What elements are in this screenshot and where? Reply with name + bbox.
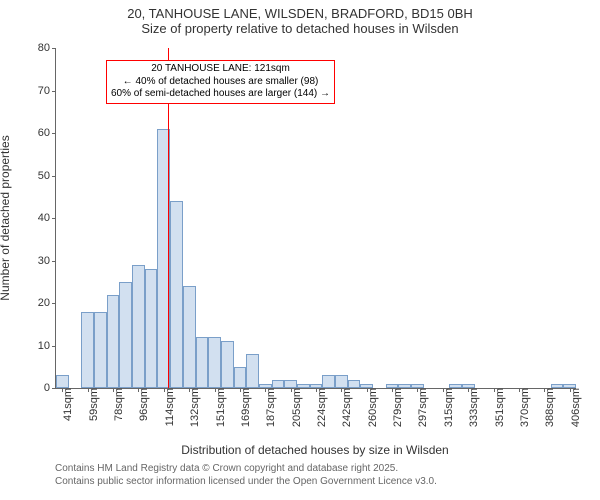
histogram-bar (234, 367, 247, 388)
y-tick: 40 (38, 212, 56, 224)
y-tick: 10 (38, 340, 56, 352)
x-tick-label: 132sqm (185, 388, 201, 427)
x-tick-label: 297sqm (413, 388, 429, 427)
x-tick-label: 78sqm (109, 388, 125, 421)
x-tick-label: 114sqm (160, 388, 176, 426)
histogram-bar (145, 269, 158, 388)
histogram-bar (272, 380, 285, 389)
x-tick-label: 169sqm (236, 388, 252, 427)
histogram-bar (81, 312, 94, 389)
x-tick-label: 333sqm (464, 388, 480, 427)
chart-title-line2: Size of property relative to detached ho… (0, 21, 600, 36)
plot-area: 0102030405060708041sqm59sqm78sqm96sqm114… (55, 48, 576, 389)
histogram-bar (132, 265, 145, 388)
y-tick: 60 (38, 127, 56, 139)
histogram-bar (322, 375, 335, 388)
x-tick-label: 96sqm (134, 388, 150, 421)
x-tick-label: 224sqm (312, 388, 328, 427)
x-tick-label: 315sqm (439, 388, 455, 427)
histogram-bar (107, 295, 120, 389)
histogram-bar (335, 375, 348, 388)
x-tick-label: 59sqm (84, 388, 100, 421)
chart-title-line1: 20, TANHOUSE LANE, WILSDEN, BRADFORD, BD… (0, 6, 600, 21)
chart-title-group: 20, TANHOUSE LANE, WILSDEN, BRADFORD, BD… (0, 0, 600, 36)
footer-attribution: Contains HM Land Registry data © Crown c… (55, 463, 437, 488)
annotation-box: 20 TANHOUSE LANE: 121sqm← 40% of detache… (106, 60, 335, 104)
x-tick-label: 41sqm (58, 388, 74, 421)
y-tick: 30 (38, 255, 56, 267)
histogram-bar (56, 375, 69, 388)
y-tick: 70 (38, 85, 56, 97)
annotation-line3: 60% of semi-detached houses are larger (… (111, 88, 330, 101)
histogram-bar (170, 201, 183, 388)
histogram-bar (119, 282, 132, 388)
x-axis-label: Distribution of detached houses by size … (55, 443, 575, 457)
x-tick-label: 242sqm (337, 388, 353, 427)
histogram-bar (94, 312, 107, 389)
x-tick-label: 205sqm (287, 388, 303, 427)
histogram-bar (284, 380, 297, 389)
histogram-bar (208, 337, 221, 388)
y-tick: 20 (38, 297, 56, 309)
y-tick: 0 (44, 382, 56, 394)
x-tick-label: 351sqm (490, 388, 506, 427)
annotation-line2: ← 40% of detached houses are smaller (98… (111, 76, 330, 89)
histogram-bar (246, 354, 259, 388)
x-tick-label: 260sqm (363, 388, 379, 427)
y-axis-label: Number of detached properties (0, 135, 12, 300)
footer-line2: Contains public sector information licen… (55, 476, 437, 489)
histogram-bar (183, 286, 196, 388)
x-tick-label: 406sqm (566, 388, 582, 427)
histogram-bar (196, 337, 209, 388)
x-tick-label: 388sqm (540, 388, 556, 427)
annotation-line1: 20 TANHOUSE LANE: 121sqm (111, 63, 330, 76)
chart-container: 20, TANHOUSE LANE, WILSDEN, BRADFORD, BD… (0, 0, 600, 500)
y-tick: 80 (38, 42, 56, 54)
histogram-bar (221, 341, 234, 388)
x-tick-label: 279sqm (388, 388, 404, 427)
x-tick-label: 187sqm (261, 388, 277, 427)
x-tick-label: 151sqm (211, 388, 227, 427)
x-tick-label: 370sqm (515, 388, 531, 427)
y-tick: 50 (38, 170, 56, 182)
histogram-bar (348, 380, 361, 389)
footer-line1: Contains HM Land Registry data © Crown c… (55, 463, 437, 476)
